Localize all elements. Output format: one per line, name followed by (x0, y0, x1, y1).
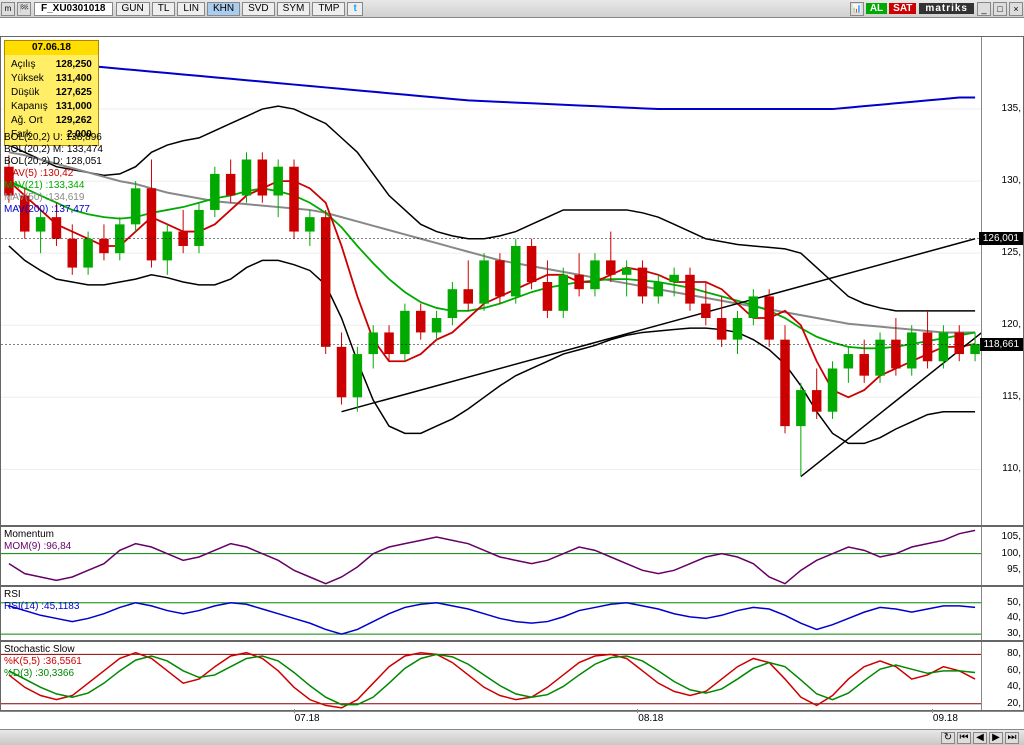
y-tick: 95, (1007, 564, 1021, 575)
chart-icon[interactable]: 📊 (850, 2, 864, 16)
x-tick: 09.18 (933, 713, 958, 724)
momentum-panel[interactable]: 95, 100, 105, MomentumMOM(9) :96,84 (0, 526, 1024, 586)
x-axis: 07.18 08.18 09.18 (0, 711, 1024, 727)
x-tick: 08.18 (638, 713, 663, 724)
timeframe-sym[interactable]: SYM (277, 2, 311, 16)
y-tick: 50, (1007, 597, 1021, 608)
flag-icon: 🏁 (17, 2, 31, 16)
nav-next-icon[interactable]: ▶ (989, 732, 1003, 744)
y-tick: 60, (1007, 665, 1021, 676)
refresh-icon[interactable]: ↻ (941, 732, 955, 744)
twitter-button[interactable]: t (347, 2, 362, 16)
y-tick: 135, (1002, 103, 1021, 114)
x-tick: 07.18 (295, 713, 320, 724)
nav-last-icon[interactable]: ⏭ (1005, 732, 1019, 744)
rsi-panel[interactable]: 30, 40, 50, RSIRSI(14) :45,1183 (0, 586, 1024, 641)
timeframe-tmp[interactable]: TMP (312, 2, 345, 16)
y-tick: 100, (1002, 548, 1021, 559)
symbol-code[interactable]: F_XU0301018 (34, 2, 113, 16)
price-tag: 126,001 (979, 232, 1023, 245)
buy-button[interactable]: AL (866, 3, 887, 14)
brand-logo: matriks (919, 3, 974, 14)
close-button[interactable]: × (1009, 2, 1023, 16)
y-tick: 40, (1007, 612, 1021, 623)
y-tick: 20, (1007, 698, 1021, 709)
sell-button[interactable]: SAT (889, 3, 916, 14)
stochastic-panel[interactable]: 20, 40, 60, 80, Stochastic Slow%K(5,5) :36,5… (0, 641, 1024, 711)
maximize-button[interactable]: □ (993, 2, 1007, 16)
timeframe-khn[interactable]: KHN (207, 2, 240, 16)
timeframe-gun[interactable]: GUN (116, 2, 150, 16)
indicator-legend: MomentumMOM(9) :96,84 (4, 529, 71, 553)
nav-first-icon[interactable]: ⏮ (957, 732, 971, 744)
y-tick: 130, (1002, 175, 1021, 186)
y-tick: 80, (1007, 648, 1021, 659)
toolbar: m 🏁 F_XU0301018 GUNTLLINKHNSVDSYMTMP t 📊… (0, 0, 1024, 18)
ohlc-box: 07.06.18Açılış128,250Yüksek131,400Düşük1… (4, 40, 99, 146)
nav-prev-icon[interactable]: ◀ (973, 732, 987, 744)
y-tick: 105, (1002, 531, 1021, 542)
timeframe-lin[interactable]: LIN (177, 2, 205, 16)
y-tick: 30, (1007, 628, 1021, 639)
indicator-legend: BOL(20,2) U: 138,896BOL(20,2) M: 133,474… (4, 132, 103, 216)
timeframe-tl[interactable]: TL (152, 2, 176, 16)
app-icon: m (1, 2, 15, 16)
y-tick: 115, (1002, 391, 1021, 402)
y-tick: 125, (1002, 247, 1021, 258)
y-tick: 110, (1002, 463, 1021, 474)
y-tick: 40, (1007, 681, 1021, 692)
price-tag: 118,661 (980, 338, 1023, 351)
timeframe-svd[interactable]: SVD (242, 2, 275, 16)
indicator-legend: Stochastic Slow%K(5,5) :36,5561%D(3) :30… (4, 644, 82, 680)
main-chart-panel[interactable]: 110, 115, 120, 125, 130, 135, 126,001 118,661 07… (0, 36, 1024, 526)
indicator-legend: RSIRSI(14) :45,1183 (4, 589, 79, 613)
footer-bar: ↻ ⏮ ◀ ▶ ⏭ (0, 729, 1024, 745)
minimize-button[interactable]: _ (977, 2, 991, 16)
y-tick: 120, (1002, 319, 1021, 330)
